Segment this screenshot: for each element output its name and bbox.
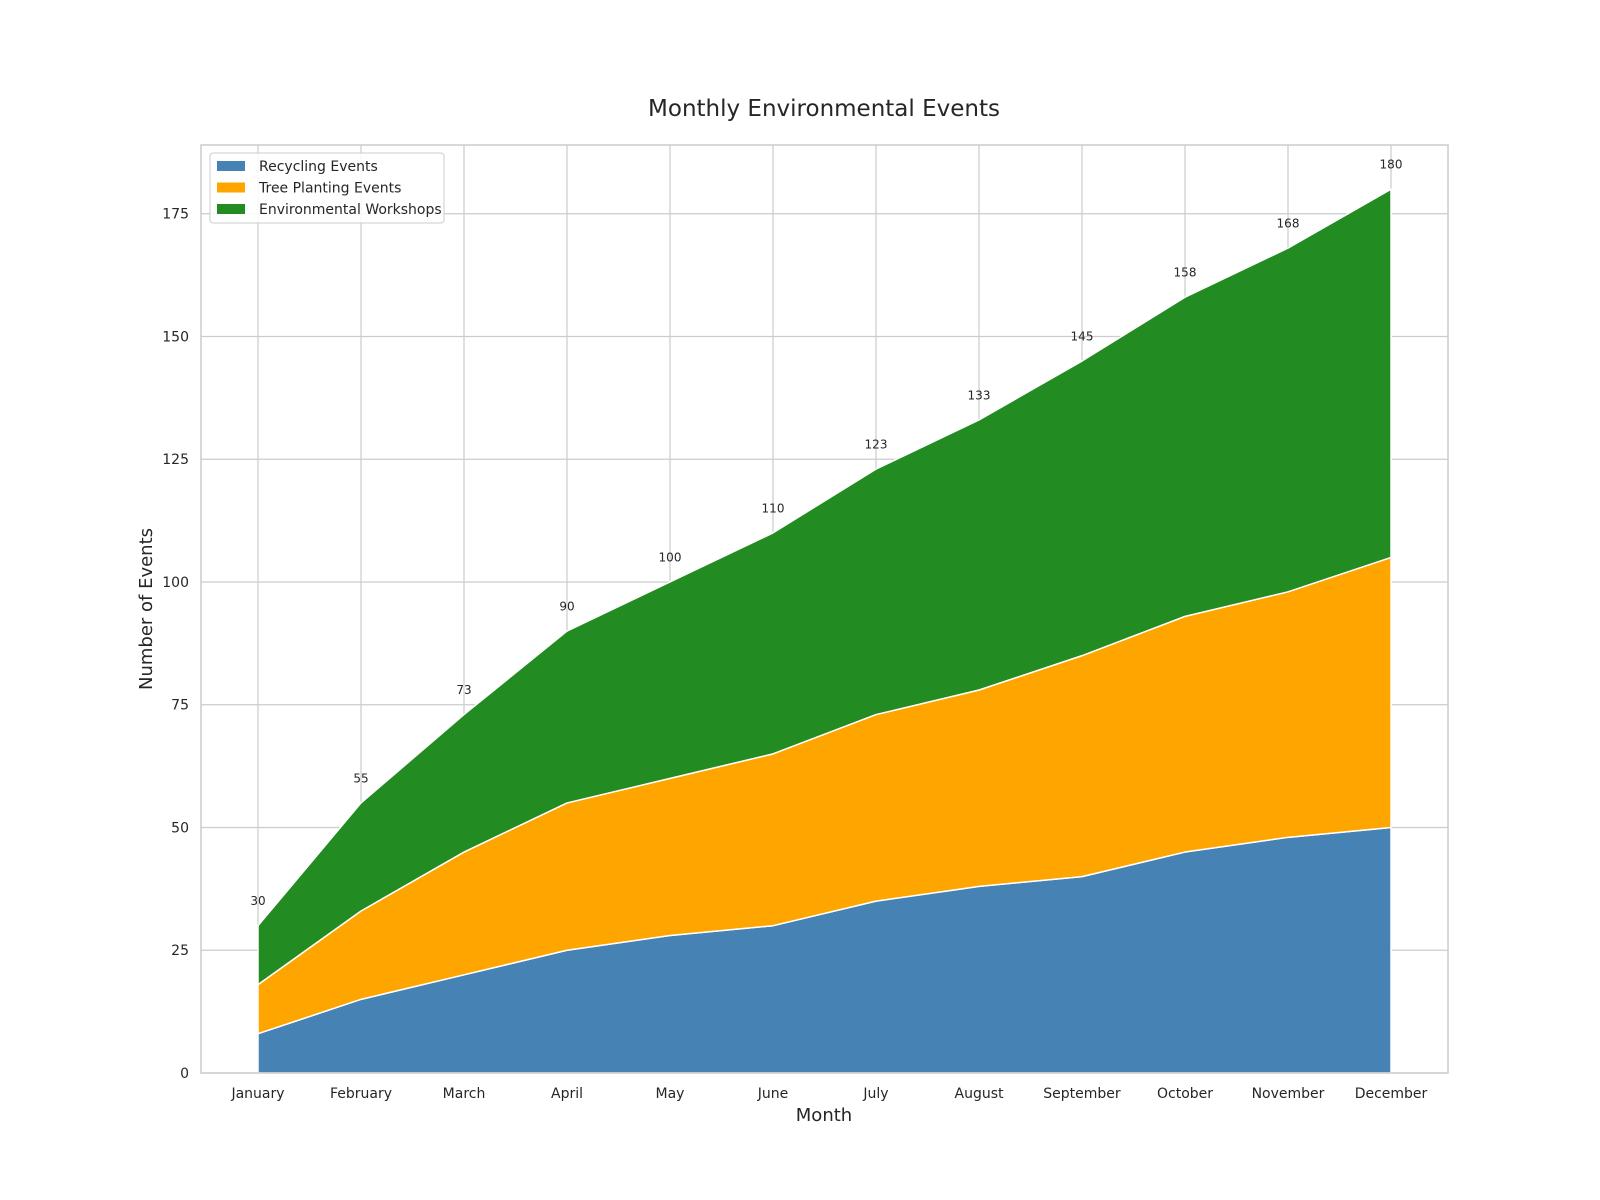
x-tick-label: March xyxy=(443,1086,486,1102)
legend-swatch-environmental-workshops xyxy=(217,204,245,214)
y-tick-label: 25 xyxy=(171,943,189,959)
total-label: 168 xyxy=(1277,217,1300,231)
x-axis-title: Month xyxy=(796,1105,852,1126)
x-tick-label: May xyxy=(656,1086,685,1102)
x-tick-label: August xyxy=(955,1086,1005,1102)
y-tick-label: 75 xyxy=(171,698,189,714)
y-axis-title: Number of Events xyxy=(136,528,157,690)
x-tick-label: January xyxy=(230,1086,284,1102)
total-label: 123 xyxy=(865,438,888,452)
legend-label-tree-planting-events: Tree Planting Events xyxy=(258,181,401,197)
y-tick-label: 150 xyxy=(162,329,189,345)
y-tick-labels: 0 25 50 75 100 125 150 175 xyxy=(162,207,189,1082)
legend-swatch-tree-planting-events xyxy=(217,182,245,193)
y-tick-label: 0 xyxy=(180,1066,189,1082)
total-label: 180 xyxy=(1380,158,1403,172)
x-tick-labels: January February March April May June July Augu… xyxy=(230,1086,1427,1102)
x-tick-label: June xyxy=(757,1086,789,1102)
total-label: 158 xyxy=(1174,266,1197,280)
total-label: 110 xyxy=(762,501,785,515)
legend-swatch-recycling-events xyxy=(217,161,245,171)
stacked-areas xyxy=(257,188,1392,1074)
legend-label-recycling-events: Recycling Events xyxy=(259,159,378,175)
x-tick-label: April xyxy=(551,1086,583,1102)
x-tick-label: November xyxy=(1252,1086,1325,1102)
area-environmental-workshops xyxy=(257,188,1392,986)
chart-title: Monthly Environmental Events xyxy=(648,96,1000,122)
plot-frame xyxy=(200,144,1449,1074)
legend: Recycling Events Tree Planting Events Envi… xyxy=(209,152,445,224)
total-label: 30 xyxy=(250,894,265,908)
x-tick-label: February xyxy=(330,1086,392,1102)
y-tick-label: 100 xyxy=(162,575,189,591)
total-label: 145 xyxy=(1071,329,1094,343)
y-tick-label: 125 xyxy=(162,452,189,468)
total-label: 100 xyxy=(659,550,682,564)
legend-box xyxy=(209,152,445,224)
legend-label-environmental-workshops: Environmental Workshops xyxy=(259,202,442,218)
total-label: 90 xyxy=(559,600,574,614)
x-tick-label: July xyxy=(862,1086,888,1102)
total-label: 73 xyxy=(456,683,471,697)
total-label: 55 xyxy=(353,771,368,785)
x-tick-label: October xyxy=(1157,1086,1213,1102)
x-tick-label: December xyxy=(1355,1086,1428,1102)
total-label: 133 xyxy=(968,388,991,402)
x-tick-label: September xyxy=(1043,1086,1121,1102)
y-tick-label: 50 xyxy=(171,820,189,836)
y-tick-label: 175 xyxy=(162,207,189,223)
total-labels: 30 55 73 90 100 110 123 133 145 158 168 180 xyxy=(250,158,1402,909)
